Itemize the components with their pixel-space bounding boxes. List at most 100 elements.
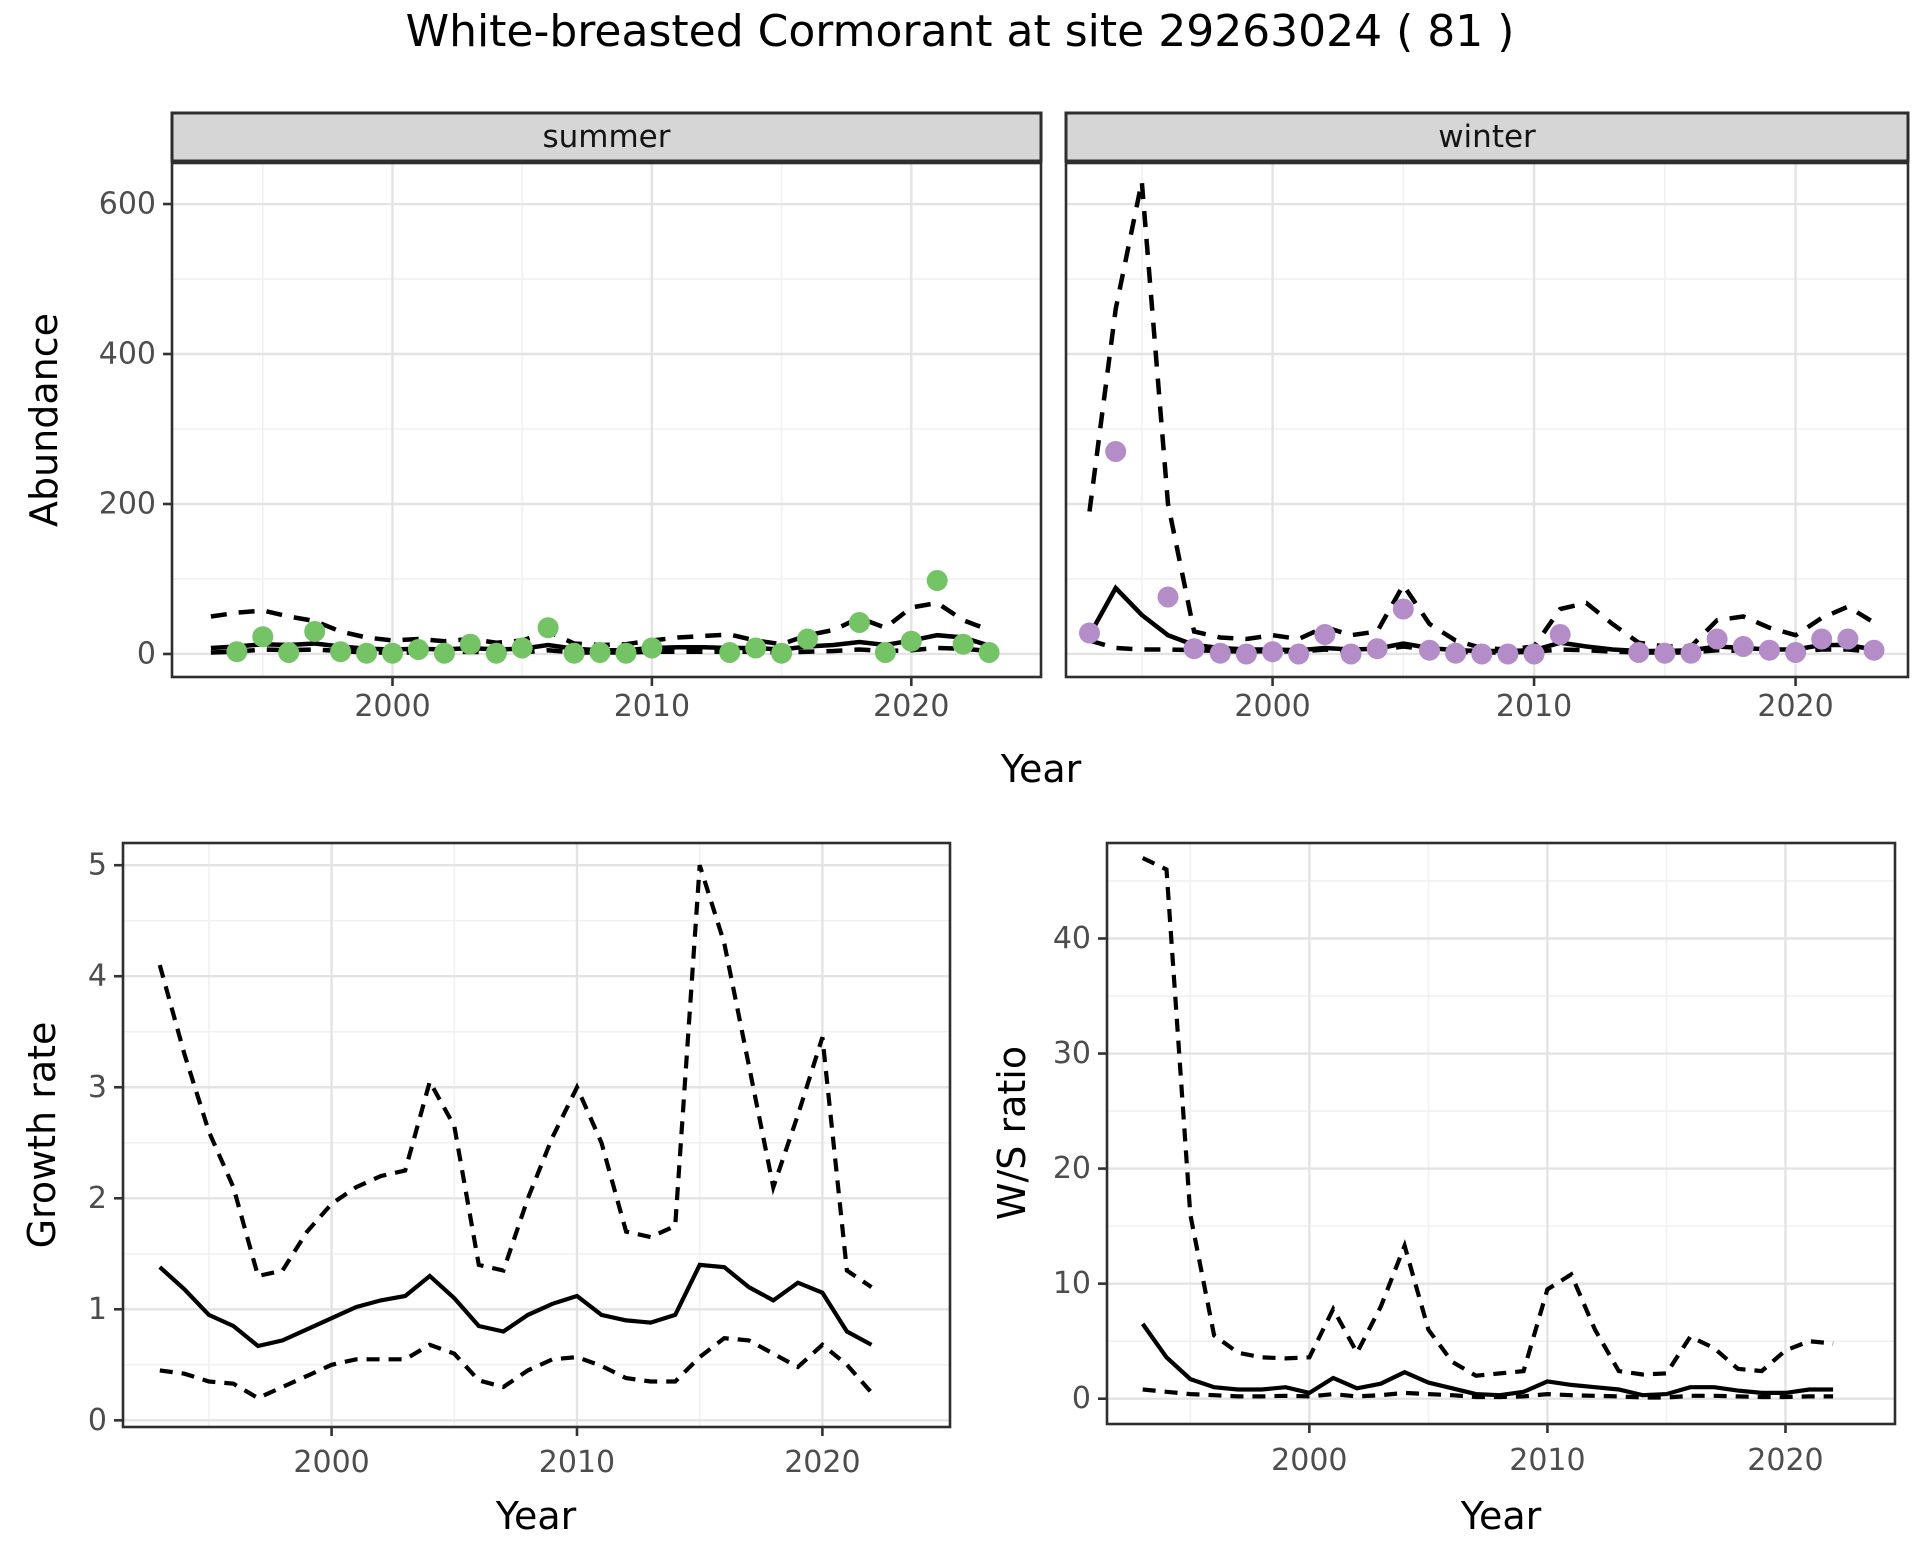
y-tick-label: 0 (1072, 1381, 1091, 1416)
data-point (745, 637, 767, 659)
data-point (1105, 441, 1127, 462)
gridlines (1066, 163, 1908, 677)
series-line-lower-credible (210, 645, 990, 655)
data-point (900, 630, 922, 652)
data-point (952, 633, 974, 655)
data-point (1419, 639, 1440, 661)
panel-border (1105, 841, 1897, 1426)
y-tick-label: 10 (1053, 1266, 1091, 1301)
x-axis-title-year-top: Year (1000, 747, 1082, 791)
panel-border (1064, 161, 1910, 679)
panel-abundance-winter: 2000 2010 2020 (1064, 111, 1910, 724)
data-point (1497, 643, 1519, 665)
data-point (1785, 642, 1807, 663)
series-line-model-median (1087, 584, 1875, 654)
y-tick-label: 0 (88, 1403, 107, 1438)
x-tick-label: 2020 (784, 1445, 860, 1480)
x-tick-label: 2000 (1271, 1443, 1347, 1478)
data-point (407, 639, 429, 660)
series-group (210, 570, 1000, 664)
x-axis-title-year-growth: Year (495, 1494, 577, 1538)
x-axis-title-year-ws: Year (1460, 1494, 1542, 1538)
series-group (1079, 181, 1885, 665)
data-point (511, 637, 533, 659)
data-point (589, 642, 611, 663)
data-point (1732, 636, 1754, 657)
data-point (615, 642, 637, 664)
y-tick-label: 4 (88, 959, 107, 994)
x-tick-label: 2010 (1509, 1443, 1585, 1478)
y-tick-label: 2 (88, 1181, 107, 1216)
facet-strip (1064, 111, 1910, 163)
data-point (1288, 643, 1310, 665)
data-point (330, 641, 352, 663)
data-point (719, 642, 741, 663)
axis-ticks: 2000 2010 2020 0 1 2 3 4 5 (88, 848, 861, 1480)
panel-growth-rate: 2000 2010 2020 0 1 2 3 4 5 (88, 841, 952, 1480)
series-line-median-ratio (1140, 1322, 1834, 1398)
facet-strip (170, 111, 1043, 163)
data-point (563, 642, 585, 664)
y-tick-label: 3 (88, 1070, 107, 1105)
series-group (157, 864, 874, 1401)
data-point (1157, 586, 1179, 608)
series-group (1140, 856, 1834, 1400)
data-point (1654, 642, 1676, 664)
y-axis-title-abundance: Abundance (22, 312, 66, 528)
y-tick-label: 5 (88, 848, 107, 883)
data-point (1549, 624, 1571, 645)
data-point (1314, 624, 1336, 645)
axis-ticks: 2000 2010 2020 0 10 20 30 40 (1053, 921, 1824, 1478)
series-line-lower-credible (1142, 1387, 1834, 1400)
panel-ws-ratio: 2000 2010 2020 0 10 20 30 40 (1053, 841, 1897, 1478)
x-tick-label: 2000 (293, 1445, 369, 1480)
data-point (433, 642, 455, 664)
data-point (537, 617, 559, 639)
y-tick-label: 40 (1053, 921, 1091, 956)
panel-border (170, 161, 1043, 679)
x-tick-label: 2020 (1757, 689, 1833, 724)
series-line-upper-credible (157, 864, 873, 1289)
facet-strip-label-winter: winter (1438, 119, 1536, 155)
facet-strip-label-summer: summer (542, 119, 671, 155)
data-point (278, 642, 300, 663)
y-axis-title-ws-ratio: W/S ratio (990, 1045, 1034, 1221)
data-point (356, 642, 378, 664)
x-tick-label: 2020 (1747, 1443, 1823, 1478)
data-point (771, 642, 793, 664)
series-line-median-growth (158, 1262, 873, 1349)
data-point (1628, 642, 1650, 663)
data-point (1340, 643, 1362, 665)
y-axis-title-growth-rate: Growth rate (20, 1021, 64, 1249)
series-line-lower-credible (159, 1336, 874, 1401)
x-tick-label: 2000 (1234, 689, 1310, 724)
x-tick-label: 2010 (539, 1445, 615, 1480)
data-point (1811, 628, 1833, 650)
data-point (382, 642, 403, 664)
data-point (1209, 642, 1231, 664)
data-point (226, 641, 248, 663)
x-tick-label: 2000 (354, 689, 430, 724)
data-point (1523, 643, 1545, 665)
data-point (797, 628, 818, 650)
panel-abundance-summer: 2000 2010 2020 0 200 400 600 (99, 111, 1043, 724)
data-point (874, 642, 896, 663)
y-tick-label: 20 (1053, 1151, 1091, 1186)
data-point (485, 642, 507, 664)
data-point (1079, 622, 1100, 644)
x-tick-label: 2020 (873, 689, 949, 724)
data-point (1863, 639, 1885, 661)
data-point (1680, 642, 1702, 664)
series-line-upper-credible (1141, 856, 1834, 1378)
data-point (1706, 628, 1728, 650)
data-point (978, 642, 1000, 663)
panel-border (121, 841, 952, 1429)
data-point (1471, 643, 1493, 665)
y-tick-label: 400 (99, 337, 156, 372)
data-point (641, 637, 663, 659)
gridlines (172, 163, 1041, 677)
data-point (1183, 638, 1205, 660)
data-point (1262, 641, 1284, 663)
data-point (1392, 598, 1414, 620)
